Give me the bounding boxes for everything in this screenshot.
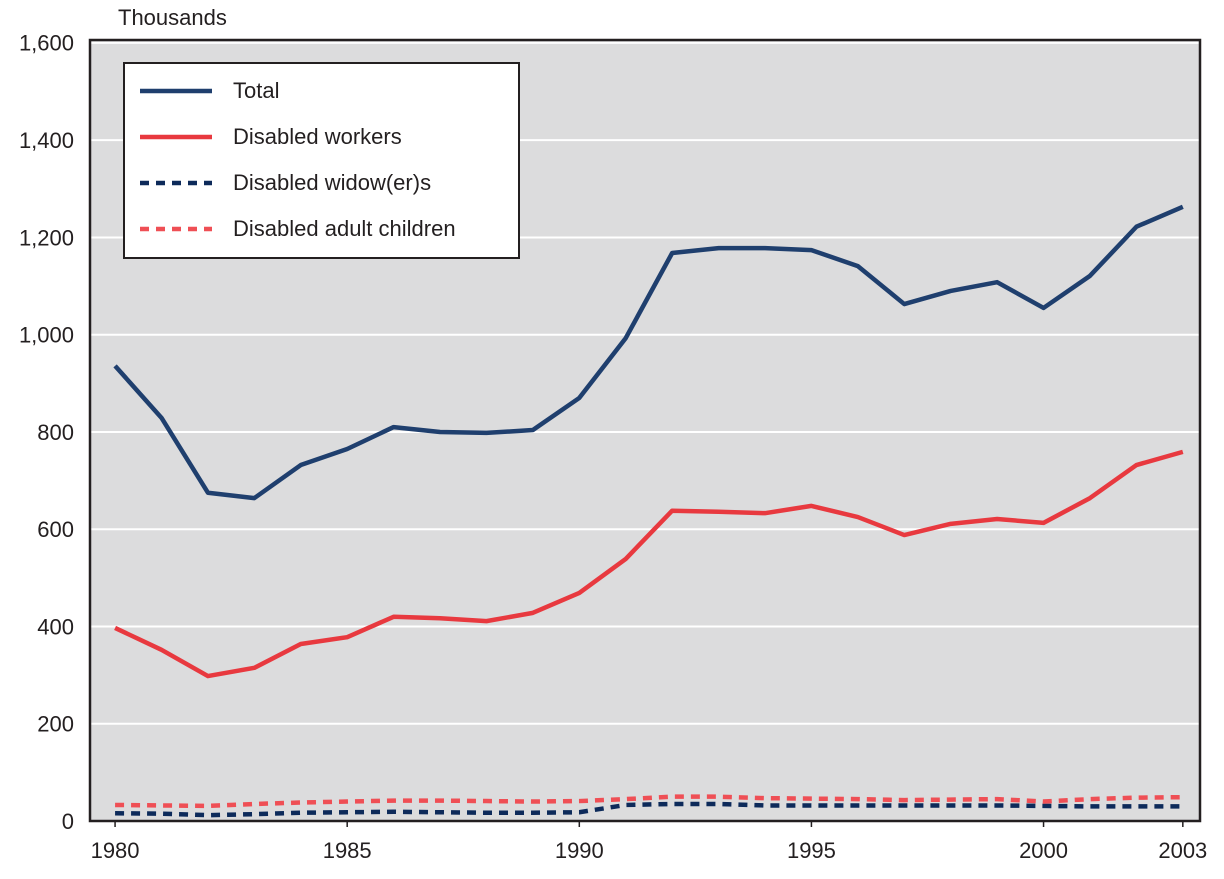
y-tick-label: 1,200 — [19, 225, 74, 250]
x-tick-label: 1980 — [91, 838, 140, 863]
y-tick-label: 1,400 — [19, 128, 74, 153]
y-tick-label: 400 — [37, 614, 74, 639]
x-tick-label: 2000 — [1019, 838, 1068, 863]
x-tick-label: 1985 — [323, 838, 372, 863]
x-tick-label: 1995 — [787, 838, 836, 863]
legend-label: Total — [233, 78, 279, 103]
series-line — [115, 801, 1183, 818]
y-tick-label: 200 — [37, 712, 74, 737]
y-tick-label: 0 — [62, 809, 74, 834]
legend-label: Disabled widow(er)s — [233, 170, 431, 195]
legend-box — [123, 62, 520, 259]
series-line — [115, 794, 1183, 809]
y-tick-label: 600 — [37, 517, 74, 542]
legend-label: Disabled workers — [233, 124, 402, 149]
x-tick-label: 2003 — [1158, 838, 1207, 863]
y-tick-label: 800 — [37, 420, 74, 445]
plot-border — [88, 38, 1202, 823]
x-tick-label: 1990 — [555, 838, 604, 863]
series-line — [114, 449, 1184, 679]
y-tick-label: 1,600 — [19, 31, 74, 56]
y-axis-label: Thousands — [118, 5, 227, 30]
y-tick-label: 1,000 — [19, 323, 74, 348]
series-line — [113, 204, 1184, 501]
legend-label: Disabled adult children — [233, 216, 456, 241]
